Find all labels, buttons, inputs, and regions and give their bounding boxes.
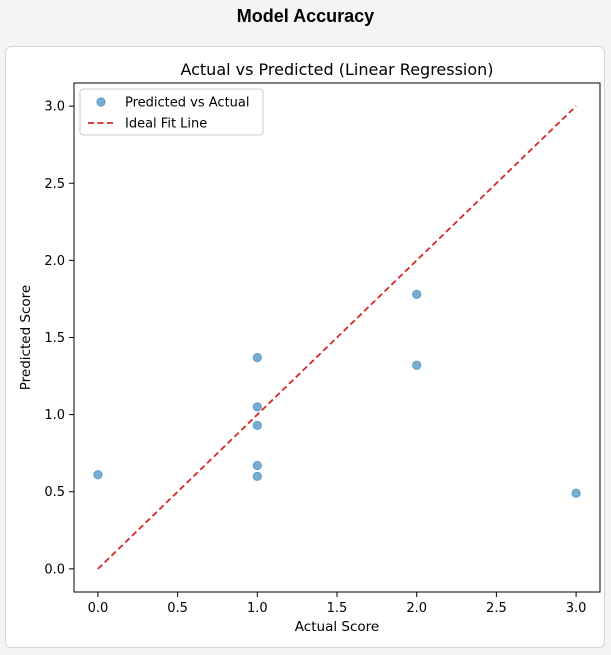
chart-card: Actual vs Predicted (Linear Regression) 0… — [5, 46, 605, 648]
legend-box — [79, 88, 264, 136]
legend-label: Predicted vs Actual — [125, 96, 249, 111]
scatter-point — [252, 420, 262, 431]
scatter-point — [252, 460, 262, 471]
scatter-point — [412, 360, 422, 370]
ideal-fit-line — [97, 105, 577, 570]
scatter-point — [252, 402, 262, 412]
x-tick-label: 1.5 — [327, 601, 348, 616]
scatter-point — [571, 488, 581, 498]
y-tick-label: 0.0 — [44, 562, 65, 577]
x-axis-title: Actual Score — [295, 619, 379, 635]
x-tick-label: 2.5 — [486, 601, 507, 616]
scatter-point — [252, 352, 262, 363]
page-title: Model Accuracy — [236, 6, 375, 26]
scatter-point — [93, 470, 103, 480]
scatter-point — [412, 289, 422, 299]
chart-title: Actual vs Predicted (Linear Regression) — [180, 60, 493, 79]
y-tick-label: 1.0 — [44, 408, 65, 423]
x-tick-label: 0.0 — [88, 601, 109, 616]
y-tick-label: 2.5 — [44, 177, 65, 192]
y-tick-label: 3.0 — [44, 100, 65, 115]
y-tick-label: 2.0 — [44, 254, 65, 269]
x-tick-label: 2.0 — [406, 601, 427, 616]
legend-label: Ideal Fit Line — [125, 117, 207, 132]
y-tick-label: 0.5 — [44, 485, 65, 500]
legend-point-marker — [96, 97, 106, 107]
y-axis-title: Predicted Score — [18, 285, 34, 390]
scatter-chart: Actual vs Predicted (Linear Regression) 0… — [18, 60, 601, 635]
x-tick-label: 0.5 — [167, 601, 188, 616]
y-tick-label: 1.5 — [44, 331, 65, 346]
x-tick-label: 1.0 — [247, 601, 268, 616]
plot-frame — [73, 82, 601, 593]
x-tick-label: 3.0 — [566, 601, 587, 616]
scatter-point — [252, 471, 262, 481]
